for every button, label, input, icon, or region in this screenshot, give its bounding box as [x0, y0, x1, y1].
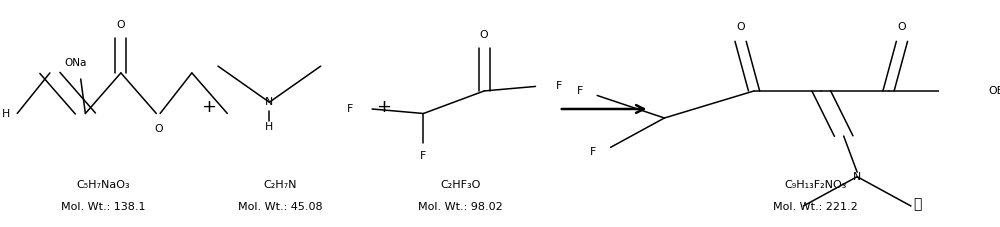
- Text: ONa: ONa: [65, 58, 87, 68]
- Text: F: F: [347, 104, 353, 114]
- Text: 。: 。: [913, 197, 922, 211]
- Text: F: F: [556, 81, 562, 91]
- Text: N: N: [265, 97, 273, 107]
- Text: +: +: [201, 98, 216, 116]
- Text: F: F: [590, 147, 597, 157]
- Text: O: O: [154, 124, 163, 134]
- Text: O: O: [736, 22, 745, 32]
- Text: +: +: [376, 98, 391, 116]
- Text: OEt: OEt: [988, 86, 1000, 96]
- Text: F: F: [420, 151, 427, 161]
- Text: N: N: [853, 172, 861, 182]
- Text: O: O: [898, 22, 906, 32]
- Text: Mol. Wt.: 98.02: Mol. Wt.: 98.02: [418, 202, 503, 212]
- Text: O: O: [480, 30, 488, 39]
- Text: H: H: [1, 109, 10, 118]
- Text: C₅H₇NaO₃: C₅H₇NaO₃: [76, 180, 130, 190]
- Text: C₂H₇N: C₂H₇N: [264, 180, 297, 190]
- Text: F: F: [577, 86, 583, 96]
- Text: C₂HF₃O: C₂HF₃O: [441, 180, 481, 190]
- Text: Mol. Wt.: 45.08: Mol. Wt.: 45.08: [238, 202, 323, 212]
- Text: Mol. Wt.: 138.1: Mol. Wt.: 138.1: [61, 202, 145, 212]
- Text: Mol. Wt.: 221.2: Mol. Wt.: 221.2: [773, 202, 858, 212]
- Text: O: O: [117, 20, 125, 30]
- Text: H: H: [265, 122, 273, 132]
- Text: C₉H₁₃F₂NO₃: C₉H₁₃F₂NO₃: [784, 180, 847, 190]
